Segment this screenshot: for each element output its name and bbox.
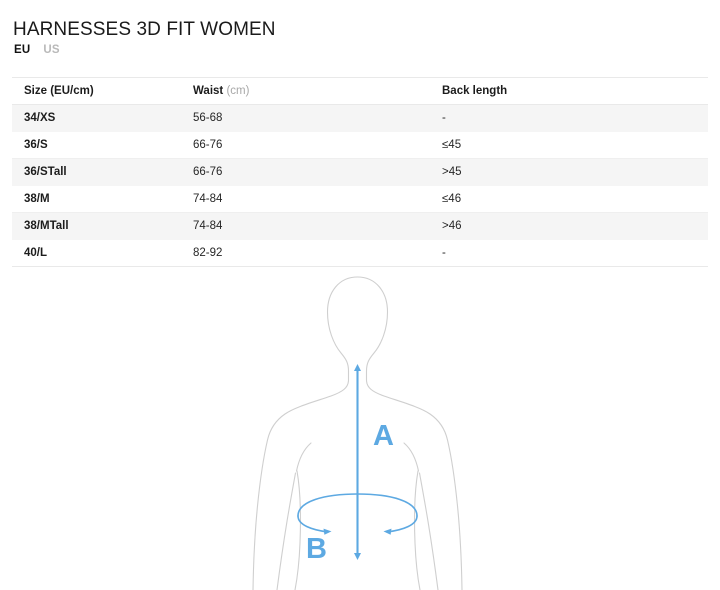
cell-waist: 82-92 bbox=[181, 239, 430, 267]
cell-size: 36/STall bbox=[12, 158, 181, 186]
cell-back-length: - bbox=[430, 239, 708, 267]
column-header-size: Size (EU/cm) bbox=[12, 77, 181, 105]
cell-waist: 66-76 bbox=[181, 158, 430, 186]
table-row: 40/L 82-92 - bbox=[12, 239, 708, 267]
cell-waist: 66-76 bbox=[181, 131, 430, 159]
size-table-head: Size (EU/cm) Waist (cm) Back length bbox=[12, 77, 708, 105]
back-length-measure-arrow bbox=[354, 364, 361, 560]
cell-size: 38/MTall bbox=[12, 212, 181, 240]
cell-back-length: >46 bbox=[430, 212, 708, 240]
column-header-back-length: Back length bbox=[430, 77, 708, 105]
column-header-back-length-label: Back length bbox=[442, 85, 508, 97]
column-header-waist: Waist (cm) bbox=[181, 77, 430, 105]
back-length-arrowhead-bottom bbox=[354, 553, 361, 560]
cell-size: 34/XS bbox=[12, 104, 181, 132]
label-waist-B: B bbox=[306, 533, 327, 565]
tab-unit-eu[interactable]: EU bbox=[14, 44, 31, 56]
table-row: 36/S 66-76 ≤45 bbox=[12, 131, 708, 159]
table-row: 38/MTall 74-84 >46 bbox=[12, 212, 708, 240]
tab-unit-us[interactable]: US bbox=[43, 44, 60, 56]
waist-arrowhead-right bbox=[383, 528, 392, 535]
measurement-diagram: A B bbox=[243, 268, 483, 590]
waist-arrowhead-left bbox=[323, 528, 332, 535]
cell-size: 40/L bbox=[12, 239, 181, 267]
cell-waist: 74-84 bbox=[181, 212, 430, 240]
size-table-container: Size (EU/cm) Waist (cm) Back length 34/X… bbox=[12, 77, 708, 267]
female-torso-figure-icon: A B bbox=[252, 276, 463, 590]
unit-tab-group: EU US bbox=[14, 44, 60, 56]
cell-back-length: ≤45 bbox=[430, 131, 708, 159]
table-row: 38/M 74-84 ≤46 bbox=[12, 185, 708, 213]
body-outline-icon bbox=[252, 276, 463, 590]
cell-back-length: ≤46 bbox=[430, 185, 708, 213]
cell-back-length: >45 bbox=[430, 158, 708, 186]
cell-size: 38/M bbox=[12, 185, 181, 213]
size-table-body: 34/XS 56-68 - 36/S 66-76 ≤45 36/STall 66… bbox=[12, 104, 708, 267]
size-table: Size (EU/cm) Waist (cm) Back length 34/X… bbox=[12, 77, 708, 267]
table-header-row: Size (EU/cm) Waist (cm) Back length bbox=[12, 77, 708, 105]
table-row: 34/XS 56-68 - bbox=[12, 104, 708, 132]
cell-waist: 56-68 bbox=[181, 104, 430, 132]
back-length-arrowhead-top bbox=[354, 364, 361, 371]
column-header-waist-label: Waist bbox=[193, 85, 224, 97]
cell-size: 36/S bbox=[12, 131, 181, 159]
page-title: HARNESSES 3D FIT WOMEN bbox=[13, 18, 276, 40]
table-row: 36/STall 66-76 >45 bbox=[12, 158, 708, 186]
cell-waist: 74-84 bbox=[181, 185, 430, 213]
column-header-waist-unit: (cm) bbox=[226, 85, 250, 97]
column-header-size-label: Size (EU/cm) bbox=[24, 85, 94, 97]
label-back-length-A: A bbox=[373, 420, 394, 452]
cell-back-length: - bbox=[430, 104, 708, 132]
